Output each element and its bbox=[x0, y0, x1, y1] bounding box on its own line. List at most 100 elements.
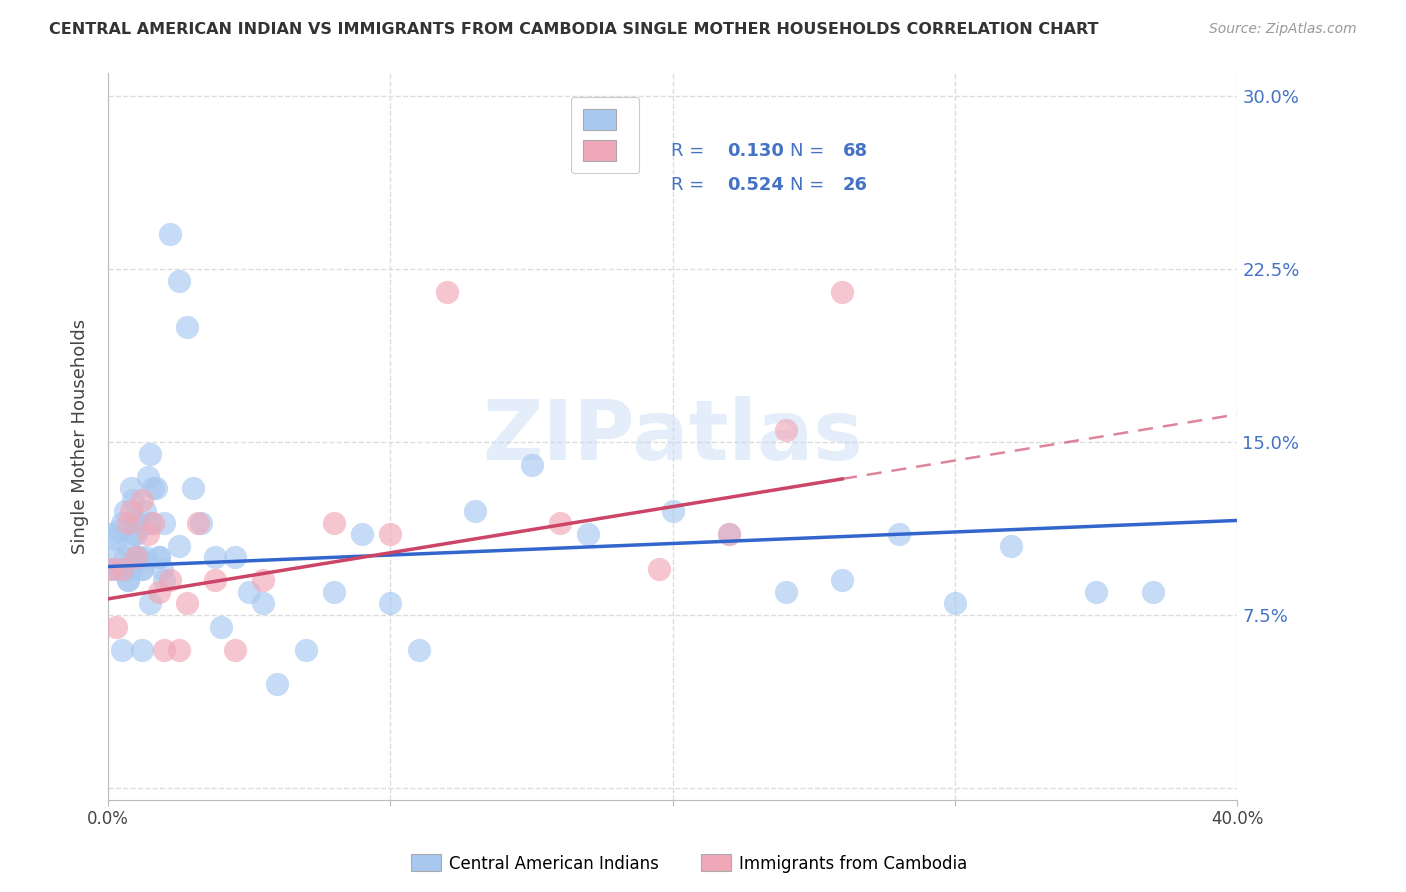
Point bbox=[125, 527, 148, 541]
Point bbox=[122, 527, 145, 541]
Point bbox=[117, 574, 139, 588]
Point bbox=[266, 677, 288, 691]
Point bbox=[117, 539, 139, 553]
Point bbox=[176, 597, 198, 611]
Point bbox=[224, 550, 246, 565]
Point bbox=[139, 446, 162, 460]
Point bbox=[887, 527, 910, 541]
Point bbox=[204, 574, 226, 588]
Point bbox=[131, 642, 153, 657]
Point bbox=[111, 562, 134, 576]
Point bbox=[380, 597, 402, 611]
Point bbox=[117, 574, 139, 588]
Point bbox=[576, 527, 599, 541]
Point bbox=[128, 516, 150, 530]
Point bbox=[131, 492, 153, 507]
Point bbox=[105, 532, 128, 546]
Point bbox=[1085, 585, 1108, 599]
Point bbox=[125, 516, 148, 530]
Point bbox=[252, 597, 274, 611]
Point bbox=[408, 642, 430, 657]
Text: N =: N = bbox=[790, 177, 831, 194]
Point bbox=[142, 516, 165, 530]
Point bbox=[120, 562, 142, 576]
Point bbox=[187, 516, 209, 530]
Point bbox=[380, 527, 402, 541]
Point bbox=[322, 585, 344, 599]
Point bbox=[322, 516, 344, 530]
Point bbox=[108, 523, 131, 537]
Text: 26: 26 bbox=[842, 177, 868, 194]
Point bbox=[125, 550, 148, 565]
Point bbox=[181, 481, 204, 495]
Point bbox=[167, 642, 190, 657]
Point bbox=[148, 550, 170, 565]
Point bbox=[294, 642, 316, 657]
Point bbox=[238, 585, 260, 599]
Point bbox=[252, 574, 274, 588]
Point bbox=[167, 274, 190, 288]
Text: R =: R = bbox=[671, 177, 710, 194]
Legend: , : , bbox=[571, 96, 640, 173]
Point bbox=[103, 550, 125, 565]
Point bbox=[128, 550, 150, 565]
Point bbox=[111, 642, 134, 657]
Point bbox=[718, 527, 741, 541]
Point bbox=[139, 516, 162, 530]
Text: 0.130: 0.130 bbox=[727, 143, 785, 161]
Text: ZIPatlas: ZIPatlas bbox=[482, 396, 863, 476]
Point bbox=[647, 562, 669, 576]
Text: CENTRAL AMERICAN INDIAN VS IMMIGRANTS FROM CAMBODIA SINGLE MOTHER HOUSEHOLDS COR: CENTRAL AMERICAN INDIAN VS IMMIGRANTS FR… bbox=[49, 22, 1098, 37]
Point bbox=[105, 562, 128, 576]
Text: R =: R = bbox=[671, 143, 710, 161]
Point bbox=[204, 550, 226, 565]
Point bbox=[150, 562, 173, 576]
Point bbox=[520, 458, 543, 472]
Point bbox=[111, 562, 134, 576]
Point bbox=[224, 642, 246, 657]
Point bbox=[136, 527, 159, 541]
Text: Source: ZipAtlas.com: Source: ZipAtlas.com bbox=[1209, 22, 1357, 37]
Point bbox=[114, 550, 136, 565]
Point bbox=[159, 227, 181, 242]
Point bbox=[209, 619, 232, 633]
Point bbox=[139, 597, 162, 611]
Point bbox=[134, 504, 156, 518]
Point bbox=[114, 504, 136, 518]
Point bbox=[153, 642, 176, 657]
Point bbox=[436, 285, 458, 299]
Point bbox=[943, 597, 966, 611]
Point bbox=[167, 539, 190, 553]
Point bbox=[120, 481, 142, 495]
Point bbox=[125, 550, 148, 565]
Point bbox=[122, 492, 145, 507]
Point bbox=[718, 527, 741, 541]
Point bbox=[661, 504, 683, 518]
Point bbox=[775, 424, 797, 438]
Point bbox=[190, 516, 212, 530]
Point bbox=[148, 585, 170, 599]
Point bbox=[131, 562, 153, 576]
Point bbox=[831, 574, 853, 588]
Point bbox=[153, 516, 176, 530]
Point bbox=[105, 619, 128, 633]
Point bbox=[831, 285, 853, 299]
Point bbox=[136, 469, 159, 483]
Point bbox=[148, 550, 170, 565]
Text: 68: 68 bbox=[842, 143, 868, 161]
Point bbox=[145, 481, 167, 495]
Point bbox=[159, 574, 181, 588]
Point bbox=[120, 504, 142, 518]
Point bbox=[1142, 585, 1164, 599]
Point bbox=[548, 516, 571, 530]
Point bbox=[775, 585, 797, 599]
Point bbox=[117, 516, 139, 530]
Point bbox=[131, 562, 153, 576]
Text: N =: N = bbox=[790, 143, 831, 161]
Legend: Central American Indians, Immigrants from Cambodia: Central American Indians, Immigrants fro… bbox=[404, 847, 974, 880]
Point bbox=[352, 527, 374, 541]
Point bbox=[1000, 539, 1022, 553]
Text: 0.524: 0.524 bbox=[727, 177, 785, 194]
Point bbox=[134, 550, 156, 565]
Point bbox=[142, 481, 165, 495]
